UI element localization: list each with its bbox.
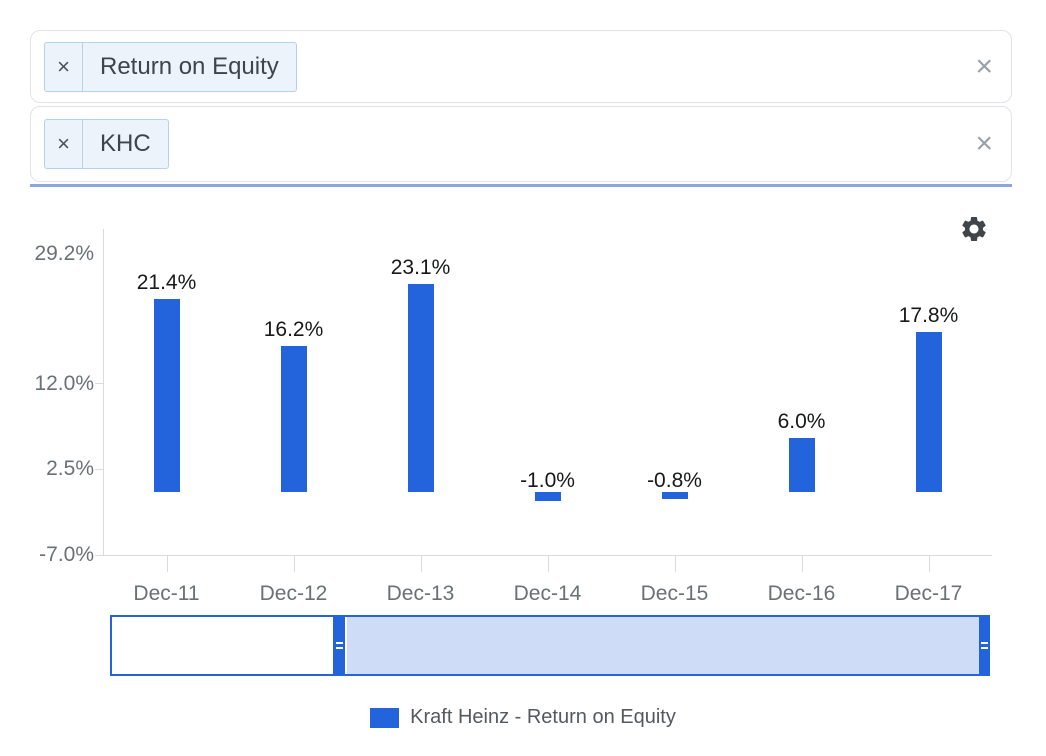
x-axis-tick	[293, 556, 295, 572]
y-axis-tick	[95, 554, 103, 556]
drag-handle-icon	[335, 647, 343, 649]
chart-legend: Kraft Heinz - Return on Equity	[0, 706, 1046, 729]
x-axis-label: Dec-11	[133, 582, 200, 605]
range-navigator[interactable]	[110, 615, 990, 676]
remove-metric-tag-button[interactable]: ×	[45, 42, 83, 91]
clear-company-button[interactable]: ×	[969, 127, 999, 161]
y-axis-label: 2.5%	[46, 457, 94, 481]
navigator-right-handle[interactable]	[979, 615, 990, 676]
drag-handle-icon	[981, 642, 988, 644]
bar[interactable]	[661, 491, 688, 500]
y-axis-line	[103, 229, 104, 555]
bar-value-label: -1.0%	[520, 468, 575, 492]
bar[interactable]	[534, 491, 561, 501]
bar-value-label: -0.8%	[647, 468, 702, 492]
x-axis-label: Dec-16	[767, 582, 836, 605]
remove-company-tag-button[interactable]: ×	[45, 120, 83, 168]
navigator-left-handle[interactable]	[333, 615, 345, 676]
legend-label: Kraft Heinz - Return on Equity	[410, 706, 676, 728]
legend-item[interactable]: Kraft Heinz - Return on Equity	[370, 706, 676, 729]
x-axis-label: Dec-17	[894, 582, 963, 605]
clear-metric-button[interactable]: ×	[969, 50, 999, 84]
y-axis-tick	[95, 383, 103, 385]
x-axis-label: Dec-13	[386, 582, 455, 605]
x-axis-line	[103, 555, 992, 556]
navigator-selected-range[interactable]	[347, 617, 979, 674]
x-axis-tick	[166, 556, 168, 572]
x-axis-tick	[674, 556, 676, 572]
legend-swatch-icon	[370, 707, 400, 728]
company-tag-label: KHC	[100, 130, 151, 157]
gear-icon	[962, 217, 986, 241]
bar[interactable]	[788, 437, 815, 492]
bar[interactable]	[915, 331, 942, 492]
metric-tag-label: Return on Equity	[100, 52, 279, 80]
x-axis-label: Dec-14	[513, 582, 582, 605]
x-axis-label: Dec-15	[640, 582, 709, 605]
bar-value-label: 21.4%	[136, 271, 197, 295]
y-axis-tick	[95, 468, 103, 470]
x-axis-tick	[547, 556, 549, 572]
y-axis-label: 29.2%	[34, 242, 94, 265]
x-axis-tick	[801, 556, 803, 572]
settings-gear-icon[interactable]	[959, 214, 989, 244]
x-axis-label: Dec-12	[259, 582, 328, 605]
metric-tag[interactable]: × Return on Equity	[44, 41, 297, 92]
y-axis-label: -7.0%	[39, 543, 94, 566]
bar-value-label: 23.1%	[390, 255, 451, 279]
bar[interactable]	[280, 346, 307, 492]
drag-handle-icon	[335, 642, 343, 644]
drag-handle-icon	[981, 647, 988, 649]
bar-value-label: 17.8%	[898, 303, 959, 327]
x-axis-tick	[928, 556, 930, 572]
company-tag[interactable]: × KHC	[44, 119, 169, 169]
input-focus-underline	[30, 184, 1012, 187]
bar[interactable]	[153, 299, 180, 492]
x-axis-tick	[420, 556, 422, 572]
company-filter-input[interactable]: × KHC ×	[30, 106, 1012, 182]
bar-value-label: 6.0%	[777, 409, 826, 433]
bar-value-label: 16.2%	[263, 318, 324, 342]
metric-filter-input[interactable]: × Return on Equity ×	[30, 30, 1012, 103]
bar[interactable]	[407, 283, 434, 492]
y-axis-label: 12.0%	[34, 371, 94, 395]
